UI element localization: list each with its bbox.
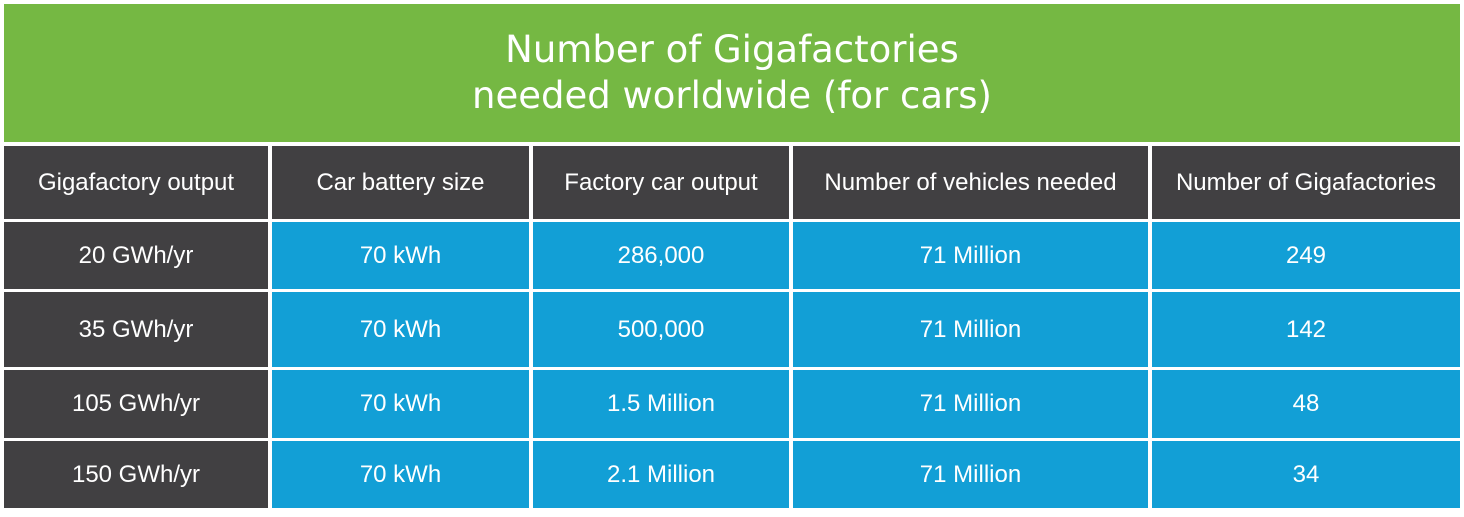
row-3-number-of-gigafactories: 48	[1152, 370, 1460, 438]
row-4-car-battery-size: 70 kWh	[272, 441, 529, 508]
header-gigafactory-output: Gigafactory output	[4, 146, 268, 219]
row-4-vehicles-needed: 71 Million	[793, 441, 1148, 508]
row-1-gigafactory-output: 20 GWh/yr	[4, 222, 268, 289]
row-4-factory-car-output: 2.1 Million	[533, 441, 789, 508]
row-2-gigafactory-output: 35 GWh/yr	[4, 292, 268, 367]
row-4-number-of-gigafactories: 34	[1152, 441, 1460, 508]
row-2-number-of-gigafactories: 142	[1152, 292, 1460, 367]
header-number-of-gigafactories: Number of Gigafactories	[1152, 146, 1460, 219]
row-2-factory-car-output: 500,000	[533, 292, 789, 367]
title-line-1: Number of Gigafactories	[505, 28, 959, 71]
title-banner: Number of Gigafactories needed worldwide…	[4, 4, 1460, 142]
row-1-number-of-gigafactories: 249	[1152, 222, 1460, 289]
row-3-vehicles-needed: 71 Million	[793, 370, 1148, 438]
header-factory-car-output: Factory car output	[533, 146, 789, 219]
row-1-factory-car-output: 286,000	[533, 222, 789, 289]
row-3-car-battery-size: 70 kWh	[272, 370, 529, 438]
row-3-factory-car-output: 1.5 Million	[533, 370, 789, 438]
title-line-2: needed worldwide (for cars)	[472, 74, 992, 117]
row-4-gigafactory-output: 150 GWh/yr	[4, 441, 268, 508]
row-2-car-battery-size: 70 kWh	[272, 292, 529, 367]
infographic: Number of Gigafactories needed worldwide…	[4, 0, 1464, 513]
gigafactory-table: Gigafactory output Car battery size Fact…	[4, 146, 1460, 510]
header-car-battery-size: Car battery size	[272, 146, 529, 219]
row-1-car-battery-size: 70 kWh	[272, 222, 529, 289]
row-1-vehicles-needed: 71 Million	[793, 222, 1148, 289]
row-3-gigafactory-output: 105 GWh/yr	[4, 370, 268, 438]
header-vehicles-needed: Number of vehicles needed	[793, 146, 1148, 219]
row-2-vehicles-needed: 71 Million	[793, 292, 1148, 367]
